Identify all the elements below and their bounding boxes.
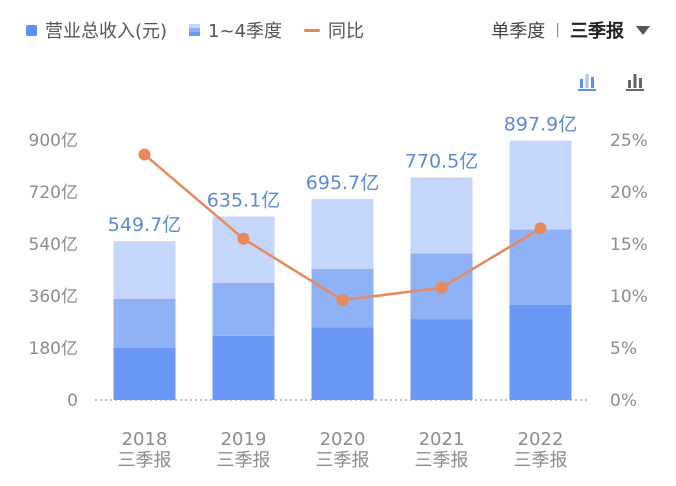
period-option-quarter[interactable]: 单季度 — [491, 21, 546, 42]
legend-revenue[interactable]: 营业总收入(元) — [26, 17, 167, 43]
x-axis-tick: 2019 — [221, 429, 267, 450]
x-axis-sublabel: 三季报 — [415, 450, 469, 471]
left-axis-tick: 720亿 — [29, 183, 78, 203]
bar-segment-q2 — [113, 298, 176, 348]
yoy-point — [138, 148, 151, 161]
bar-segment-q2 — [212, 283, 275, 336]
right-axis-tick: 15% — [610, 235, 648, 255]
x-axis-tick: 2018 — [122, 429, 168, 450]
left-axis-tick: 360亿 — [29, 287, 78, 307]
legend-yoy[interactable]: 同比 — [304, 17, 364, 43]
bar-chart-icon[interactable] — [624, 70, 646, 92]
yoy-point — [534, 222, 547, 235]
bar-segment-q1 — [509, 304, 572, 400]
yoy-point — [435, 281, 448, 294]
bar-segment-q3 — [410, 177, 473, 254]
period-selector: 单季度 | 三季报 — [491, 16, 650, 44]
bar-segment-q1 — [113, 347, 176, 400]
bar-segment-q3 — [113, 241, 176, 299]
bar-segment-q1 — [410, 319, 473, 400]
x-axis-tick: 2020 — [320, 429, 366, 450]
bar-segment-q3 — [509, 140, 572, 230]
right-axis-tick: 10% — [610, 287, 648, 307]
x-axis-tick: 2022 — [518, 429, 564, 450]
bar-total-label: 897.9亿 — [504, 114, 577, 136]
left-axis-tick: 0 — [67, 391, 78, 411]
bar-stack-icon[interactable] — [576, 70, 598, 92]
x-axis-sublabel: 三季报 — [514, 450, 568, 471]
x-axis-sublabel: 三季报 — [217, 450, 271, 471]
bar-segment-q3 — [212, 216, 275, 283]
left-axis-tick: 540亿 — [29, 235, 78, 255]
x-axis-tick: 2021 — [419, 429, 465, 450]
period-option-report[interactable]: 三季报 — [570, 21, 624, 42]
yoy-point — [336, 294, 349, 307]
bar-total-label: 549.7亿 — [108, 214, 181, 236]
yoy-point — [237, 232, 250, 245]
x-axis-sublabel: 三季报 — [316, 450, 370, 471]
dropdown-caret-icon[interactable] — [636, 25, 650, 35]
bar-segment-q1 — [212, 335, 275, 400]
left-axis-tick: 900亿 — [29, 131, 78, 151]
bar-total-label: 770.5亿 — [405, 150, 478, 172]
bar-total-label: 635.1亿 — [207, 190, 280, 212]
period-separator: | — [555, 22, 560, 38]
legend-quarters-label: 1~4季度 — [208, 21, 283, 42]
chart-type-switcher — [550, 70, 646, 92]
bar-total-label: 695.7亿 — [306, 172, 379, 194]
legend-quarters-swatch — [189, 24, 201, 36]
right-axis-tick: 20% — [610, 183, 648, 203]
bar-segment-q3 — [311, 199, 374, 269]
bar-segment-q1 — [311, 327, 374, 400]
legend: 营业总收入(元) 1~4季度 同比 — [26, 16, 386, 44]
right-axis-tick: 25% — [610, 131, 648, 151]
right-axis-tick: 5% — [610, 339, 637, 359]
left-axis-tick: 180亿 — [29, 339, 78, 359]
legend-revenue-label: 营业总收入(元) — [45, 21, 168, 42]
legend-quarters[interactable]: 1~4季度 — [189, 17, 282, 43]
legend-yoy-swatch — [304, 28, 321, 32]
x-axis-sublabel: 三季报 — [118, 450, 172, 471]
right-axis-tick: 0% — [610, 391, 637, 411]
legend-revenue-swatch — [26, 24, 37, 36]
legend-yoy-label: 同比 — [328, 21, 365, 42]
